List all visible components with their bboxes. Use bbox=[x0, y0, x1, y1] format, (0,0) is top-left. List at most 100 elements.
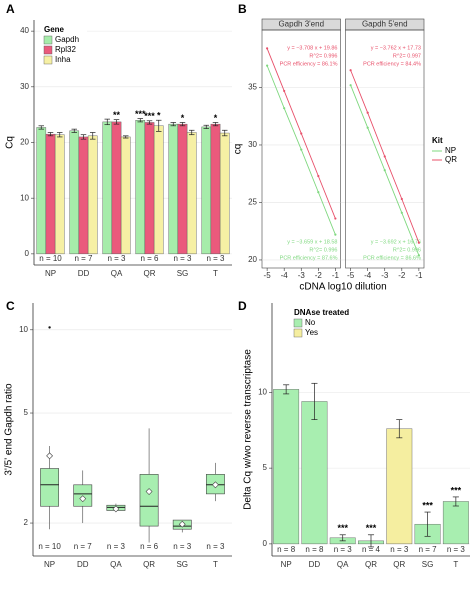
x-tick-label: -1 bbox=[415, 271, 423, 280]
x-axis-title: cDNA log10 dilution bbox=[299, 282, 386, 293]
point bbox=[349, 69, 352, 72]
bar bbox=[144, 122, 155, 255]
x-tick-label: QA bbox=[111, 269, 123, 278]
point bbox=[400, 211, 403, 214]
legend-label: QR bbox=[445, 155, 457, 164]
x-tick-label: -2 bbox=[315, 271, 323, 280]
mean bbox=[178, 520, 186, 528]
point bbox=[383, 169, 386, 172]
y-tick-label: 10 bbox=[19, 325, 28, 334]
legend-swatch bbox=[43, 55, 53, 65]
y-tick-label: 2 bbox=[24, 518, 29, 527]
y-tick-label: 40 bbox=[20, 26, 29, 35]
y-tick-label: 20 bbox=[248, 255, 257, 264]
significance: ** bbox=[113, 110, 121, 120]
point bbox=[417, 241, 420, 244]
y-axis-title: 3'/5' end Gapdh ratio bbox=[4, 383, 15, 476]
x-tick-label: T bbox=[213, 560, 218, 569]
legend-swatch bbox=[293, 328, 303, 338]
n-label: n = 3 bbox=[334, 545, 353, 554]
legend-label: No bbox=[305, 318, 316, 327]
panel-label: C bbox=[6, 299, 15, 313]
n-label: n = 6 bbox=[140, 542, 159, 551]
x-tick-label: NP bbox=[281, 560, 292, 569]
x-tick-label: T bbox=[213, 269, 218, 278]
x-tick-label: NP bbox=[45, 269, 56, 278]
y-axis-title: Cq bbox=[5, 136, 16, 149]
y-tick-label: 25 bbox=[248, 198, 257, 207]
x-tick-label: DD bbox=[78, 269, 90, 278]
significance: * bbox=[157, 111, 161, 121]
annotation: R^2= 0.996 bbox=[309, 247, 337, 253]
n-label: n = 3 bbox=[447, 545, 466, 554]
point bbox=[283, 107, 286, 110]
annotation: y = −3.659 x + 18.58 bbox=[287, 239, 337, 245]
n-label: n = 7 bbox=[419, 545, 438, 554]
annotation: PCR efficiency = 87.6% bbox=[280, 255, 338, 261]
bar bbox=[301, 401, 328, 545]
n-label: n = 8 bbox=[305, 545, 324, 554]
panel-label: D bbox=[238, 299, 247, 313]
bar bbox=[78, 136, 89, 255]
point bbox=[417, 254, 420, 257]
annotation: PCR efficiency = 86.1% bbox=[280, 61, 338, 67]
y-tick-label: 20 bbox=[20, 138, 29, 147]
point bbox=[317, 191, 320, 194]
annotation: R^2= 0.997 bbox=[393, 53, 421, 59]
x-tick-label: SG bbox=[176, 560, 188, 569]
point bbox=[300, 148, 303, 151]
mean bbox=[145, 488, 153, 495]
point bbox=[349, 84, 352, 87]
significance: *** bbox=[337, 523, 348, 533]
panel-label: A bbox=[6, 2, 15, 16]
x-tick-label: DD bbox=[309, 560, 321, 569]
bar bbox=[386, 428, 413, 545]
y-tick-label: 30 bbox=[248, 140, 257, 149]
n-label: n = 8 bbox=[277, 545, 296, 554]
annotation: y = −3.692 x + 16.76 bbox=[371, 239, 421, 245]
x-tick-label: -3 bbox=[381, 271, 389, 280]
mean bbox=[211, 481, 219, 489]
y-axis-title: Delta Cq w/wo reverse transcriptase bbox=[243, 349, 254, 510]
legend-swatch bbox=[293, 318, 303, 328]
n-label: n = 10 bbox=[38, 542, 61, 551]
annotation: PCR efficiency = 86.6% bbox=[363, 255, 421, 261]
bar bbox=[102, 121, 113, 255]
legend-label: Yes bbox=[305, 328, 318, 337]
bar bbox=[210, 123, 221, 255]
significance: * bbox=[214, 113, 218, 123]
legend-title: Kit bbox=[432, 136, 443, 145]
y-tick-label: 10 bbox=[258, 387, 267, 396]
legend-label: NP bbox=[445, 146, 456, 155]
bar bbox=[186, 132, 197, 255]
significance: *** bbox=[366, 523, 377, 533]
mean bbox=[46, 452, 54, 460]
n-label: n = 4 bbox=[362, 545, 381, 554]
bar bbox=[177, 123, 188, 255]
n-label: n = 6 bbox=[140, 254, 159, 263]
mean bbox=[79, 495, 87, 503]
legend-swatch bbox=[43, 35, 53, 45]
y-tick-label: 0 bbox=[263, 539, 268, 548]
n-label: n = 7 bbox=[74, 542, 93, 551]
legend-title: Gene bbox=[44, 25, 65, 34]
bar bbox=[168, 123, 179, 255]
y-tick-label: 35 bbox=[248, 83, 257, 92]
bar bbox=[45, 133, 56, 255]
x-tick-label: DD bbox=[77, 560, 89, 569]
box bbox=[40, 468, 60, 507]
annotation: y = −3.708 x + 19.86 bbox=[287, 45, 337, 51]
point bbox=[400, 197, 403, 201]
n-label: n = 3 bbox=[206, 542, 225, 551]
bar bbox=[442, 501, 469, 545]
n-label: n = 3 bbox=[390, 545, 409, 554]
bar bbox=[111, 121, 122, 255]
n-label: n = 7 bbox=[74, 254, 93, 263]
x-tick-label: -3 bbox=[298, 271, 306, 280]
legend-swatch bbox=[43, 45, 53, 55]
significance: * bbox=[181, 113, 185, 123]
annotation: R^2= 0.996 bbox=[309, 53, 337, 59]
point bbox=[366, 126, 369, 129]
x-tick-label: SG bbox=[177, 269, 189, 278]
point bbox=[383, 155, 386, 158]
